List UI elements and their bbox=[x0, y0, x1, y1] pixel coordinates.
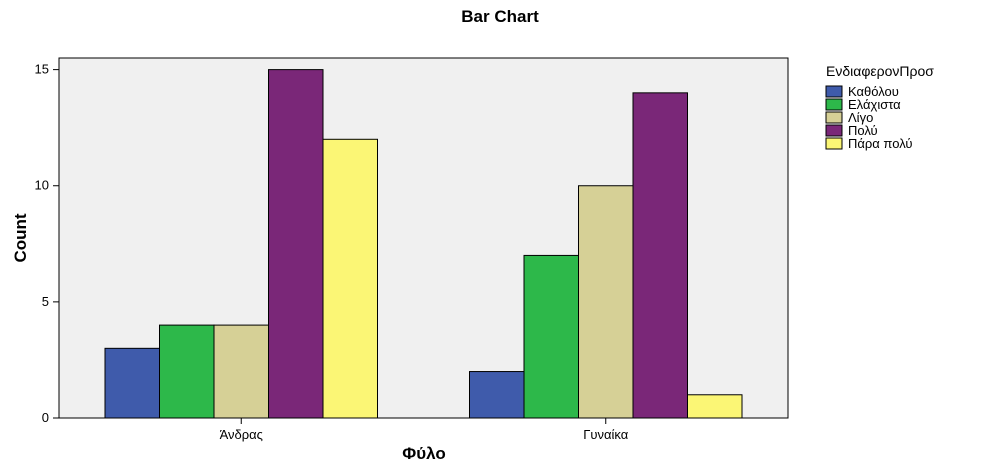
bar bbox=[469, 371, 525, 419]
legend-swatch bbox=[825, 124, 843, 137]
legend: ΕνδιαφερονΠροσ ΚαθόλουΕλάχισταΛίγοΠολύΠά… bbox=[825, 63, 934, 151]
y-tick-label: 15 bbox=[35, 62, 49, 77]
y-axis: 0 5 10 15 bbox=[35, 62, 59, 425]
legend-swatch bbox=[825, 85, 843, 98]
x-axis-title: Φύλο bbox=[402, 444, 445, 463]
bar bbox=[104, 347, 160, 419]
bar bbox=[159, 324, 215, 419]
bar bbox=[213, 324, 269, 419]
legend-swatch bbox=[825, 111, 843, 124]
legend-item-label: Ελάχιστα bbox=[848, 97, 901, 112]
bar bbox=[578, 185, 634, 419]
legend-title: ΕνδιαφερονΠροσ bbox=[826, 63, 934, 79]
bar bbox=[523, 254, 579, 419]
bars-group bbox=[104, 69, 743, 419]
legend-item-label: Πολύ bbox=[848, 123, 878, 138]
bar bbox=[268, 69, 324, 419]
bar bbox=[322, 138, 378, 419]
legend-swatch bbox=[825, 137, 843, 150]
legend-swatch bbox=[825, 98, 843, 111]
x-tick-label: Γυναίκα bbox=[583, 427, 629, 442]
legend-item-label: Πάρα πολύ bbox=[848, 136, 913, 151]
x-axis: Άνδρας Γυναίκα bbox=[220, 418, 629, 442]
legend-item-label: Καθόλου bbox=[848, 84, 899, 99]
bar bbox=[687, 394, 743, 419]
y-tick-label: 0 bbox=[42, 410, 49, 425]
x-tick-label: Άνδρας bbox=[220, 427, 263, 442]
legend-item-label: Λίγο bbox=[848, 110, 873, 125]
y-tick-label: 10 bbox=[35, 178, 49, 193]
y-tick-label: 5 bbox=[42, 294, 49, 309]
bar bbox=[632, 92, 688, 419]
chart-title: Bar Chart bbox=[461, 7, 539, 26]
y-axis-title: Count bbox=[11, 213, 30, 262]
